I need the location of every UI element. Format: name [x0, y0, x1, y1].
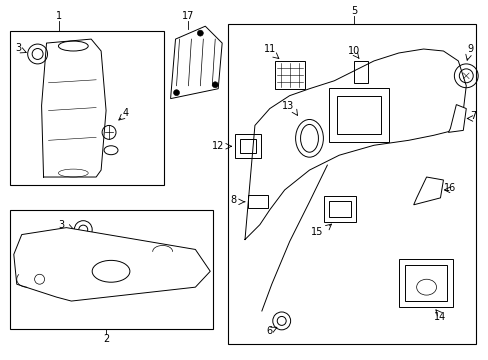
- Polygon shape: [170, 26, 222, 99]
- Bar: [235, 134, 260, 158]
- Polygon shape: [447, 105, 466, 132]
- Circle shape: [212, 82, 218, 88]
- Text: 17: 17: [182, 11, 194, 21]
- Text: 8: 8: [229, 195, 236, 205]
- Text: 6: 6: [266, 326, 272, 336]
- Bar: [10, 210, 213, 329]
- Bar: [240, 139, 255, 153]
- Text: 1: 1: [56, 11, 62, 21]
- Circle shape: [173, 90, 179, 96]
- Circle shape: [197, 30, 203, 36]
- Text: 15: 15: [310, 226, 323, 237]
- Text: 10: 10: [347, 46, 360, 56]
- Text: 13: 13: [281, 100, 293, 111]
- Bar: [337, 96, 380, 134]
- Bar: [324, 196, 355, 222]
- Bar: [404, 265, 447, 301]
- Text: 12: 12: [212, 141, 224, 151]
- Polygon shape: [413, 177, 443, 205]
- Bar: [228, 24, 475, 344]
- Bar: [353, 61, 367, 83]
- Bar: [274, 61, 304, 89]
- Text: 4: 4: [122, 108, 129, 117]
- Text: 5: 5: [350, 6, 357, 16]
- Polygon shape: [14, 228, 210, 301]
- Text: 7: 7: [469, 111, 475, 121]
- Bar: [247, 195, 267, 208]
- Bar: [398, 260, 452, 307]
- Text: 16: 16: [444, 183, 456, 193]
- Text: 3: 3: [58, 220, 64, 230]
- Bar: [10, 31, 163, 185]
- Text: 3: 3: [16, 43, 22, 53]
- Bar: [328, 88, 388, 142]
- Text: 9: 9: [466, 44, 472, 54]
- Bar: [328, 201, 350, 217]
- Text: 2: 2: [103, 334, 109, 344]
- Text: 11: 11: [263, 44, 275, 54]
- Text: 14: 14: [433, 312, 446, 322]
